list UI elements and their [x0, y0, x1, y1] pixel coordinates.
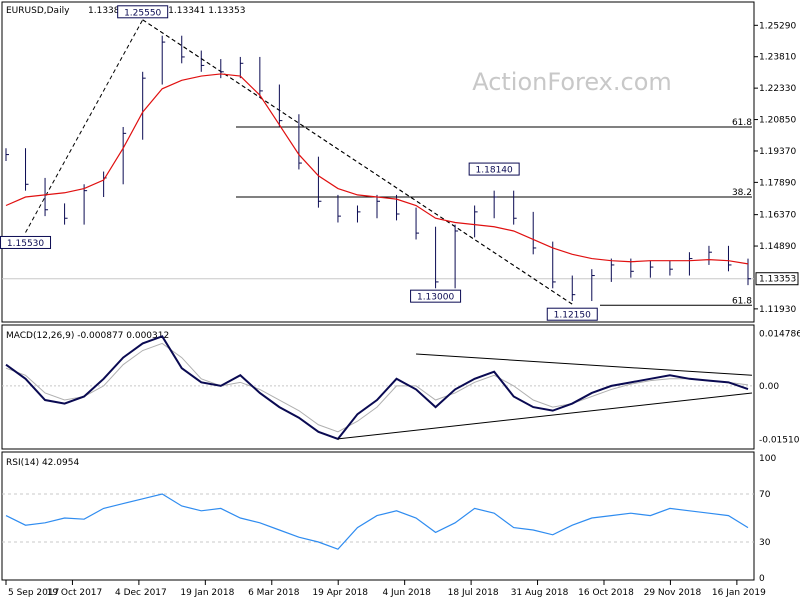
price-y-tick-label: 1.16370	[759, 211, 796, 221]
macd-layer	[2, 335, 754, 441]
date-tick-label: 4 Dec 2017	[115, 588, 167, 598]
rsi-y-tick-label: 0	[759, 574, 765, 584]
date-tick-label: 16 Oct 2018	[578, 588, 634, 598]
swing-label-box	[117, 5, 169, 19]
price-y-tick-label: 1.25290	[759, 21, 796, 31]
price-y-tick-label: 1.11930	[759, 305, 796, 315]
rsi-y-tick-label: 70	[759, 490, 771, 500]
macd-panel-title: MACD(12,26,9) -0.000877 0.000312	[6, 331, 169, 341]
swing-label: 1.12150	[554, 311, 591, 321]
swing-label: 1.18140	[476, 166, 513, 176]
rsi-y-tick-label: 100	[759, 454, 776, 464]
price-panel-frame	[1, 1, 755, 323]
macd-y-tick-label: 0.014786	[759, 330, 800, 340]
date-tick-label: 4 Jun 2018	[382, 588, 431, 598]
swing-trendline	[142, 19, 573, 305]
axis-layer: 1.25290 1.23810 1.22330 1.20850 1.19370 1.178…	[5, 21, 800, 598]
swing-label-box	[0, 235, 52, 249]
price-y-tick-label: 1.22330	[759, 84, 796, 94]
date-tick-label: 6 Mar 2018	[248, 588, 300, 598]
rsi-panel-title: RSI(14) 42.0954	[6, 458, 79, 468]
price-y-tick-label: 1.23810	[759, 53, 796, 63]
swing-label: 1.13000	[417, 293, 454, 303]
price-y-tick-label: 1.17890	[759, 178, 796, 188]
price-panel-title: EURUSD,Daily	[6, 6, 70, 16]
swing-label: 1.25550	[124, 8, 161, 18]
rsi-line	[5, 493, 749, 550]
date-tick-label: 19 Apr 2018	[312, 588, 368, 598]
macd-line	[5, 335, 749, 441]
macd-y-tick-label: -0.015107	[759, 435, 800, 445]
swing-label: 1.15530	[7, 239, 44, 249]
macd-trendline	[337, 392, 753, 440]
price-y-tick-label: 1.20850	[759, 116, 796, 126]
swing-trendline	[25, 19, 144, 233]
date-tick-label: 18 Jul 2018	[448, 588, 499, 598]
fib-level-label: 61.8	[732, 118, 752, 128]
swing-label-box	[468, 162, 520, 176]
date-tick-label: 29 Nov 2018	[644, 588, 702, 598]
current-price-box	[755, 272, 799, 286]
date-tick-label: 19 Jan 2018	[180, 588, 234, 598]
fib-level-label: 61.8	[732, 296, 752, 306]
price-y-tick-label: 1.19370	[759, 147, 796, 157]
rsi-y-tick-label: 30	[759, 538, 771, 548]
rsi-layer	[2, 493, 754, 550]
date-tick-label: 16 Jan 2019	[712, 588, 766, 598]
price-y-tick-label: 1.13353	[759, 275, 796, 285]
date-tick-label: 19 Oct 2017	[47, 588, 103, 598]
price-layer: 61.8 38.2 61.8 1.25550 1.15530 1.18140 1.13000…	[0, 5, 754, 321]
price-y-tick-label: 1.14890	[759, 242, 796, 252]
watermark: ActionForex.com	[472, 68, 672, 96]
moving-average-line	[5, 73, 749, 265]
rsi-panel-frame	[1, 451, 755, 581]
macd-signal-line	[5, 342, 749, 433]
date-tick-label: 5 Sep 2017	[8, 588, 59, 598]
macd-y-tick-label: 0.00	[759, 382, 779, 392]
macd-panel-frame	[1, 324, 755, 450]
swing-label-box	[546, 307, 598, 321]
swing-label-box	[410, 289, 462, 303]
macd-trendline	[416, 353, 753, 376]
fib-level-label: 38.2	[732, 188, 752, 198]
date-tick-label: 31 Aug 2018	[511, 588, 569, 598]
